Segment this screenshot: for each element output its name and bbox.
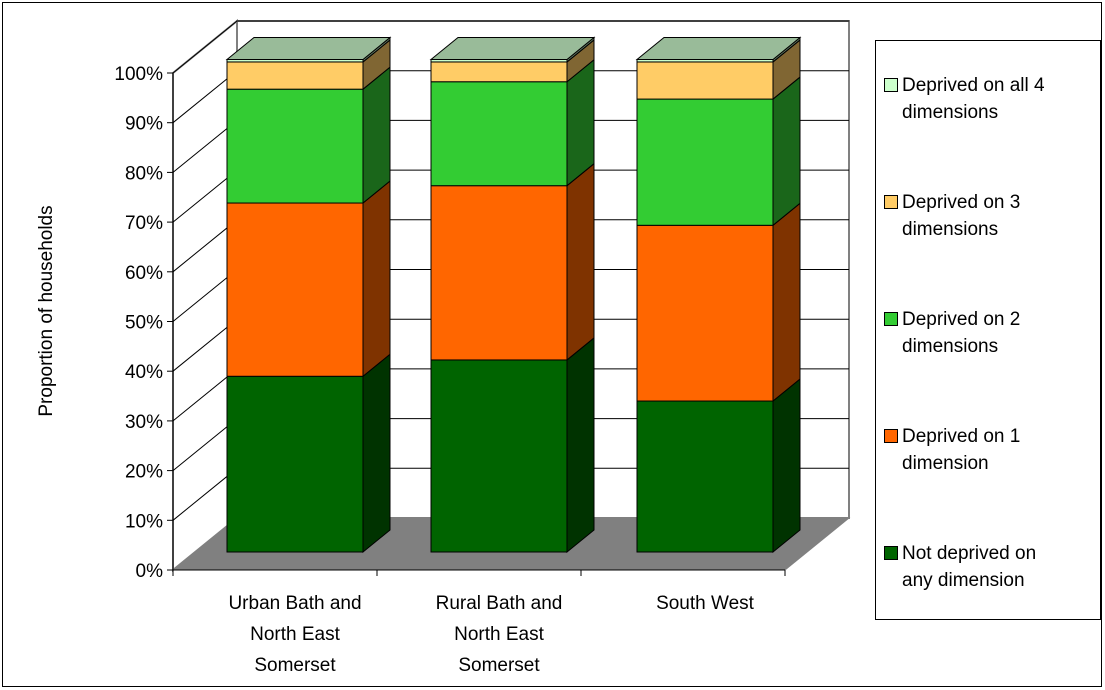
bar-top — [635, 36, 802, 60]
x-category-label-line: Somerset — [254, 655, 336, 676]
bar-segment-side — [772, 202, 801, 403]
legend-swatch — [884, 78, 898, 92]
bar-segment — [636, 224, 774, 402]
bar-segment-side — [772, 76, 801, 227]
x-category-label: Rural Bath and North East Somerset — [436, 593, 563, 676]
chart-plot: 0% 10% 20% 30% 40% 50% 60% 70% 80% 90% 100% Proport… — [36, 18, 851, 676]
bar-segment — [226, 61, 364, 90]
bar-segment — [636, 98, 774, 226]
bar-segment — [226, 202, 364, 377]
x-category-label: South West — [656, 593, 755, 614]
legend-item: Deprived on 3 dimensions — [884, 189, 1097, 243]
y-tick-label: 80% — [125, 163, 163, 184]
legend-label: Deprived on 3 dimensions — [902, 189, 1097, 243]
legend-label-line: dimensions — [902, 219, 999, 240]
legend-label: Deprived on all 4 dimensions — [902, 72, 1097, 126]
y-tick-label: 10% — [125, 511, 163, 532]
legend-label-line: Deprived on all 4 — [902, 75, 1045, 96]
x-category-label-line: North East — [454, 624, 544, 645]
bar-segment-side — [362, 353, 391, 554]
legend-label: Deprived on 2 dimensions — [902, 306, 1097, 360]
bar-segment-side — [772, 377, 801, 554]
x-category-label-line: North East — [250, 624, 340, 645]
y-tick-label: 90% — [125, 114, 163, 135]
bar-segment — [636, 400, 774, 553]
bar-segment-side — [362, 179, 391, 378]
legend-item: Deprived on 1 dimension — [884, 423, 1097, 477]
y-tick-label: 0% — [136, 561, 164, 582]
bar-segment — [430, 185, 568, 361]
legend-item: Not deprived on any dimension — [884, 540, 1097, 594]
y-tick-label: 30% — [125, 412, 163, 433]
bar-segment — [226, 375, 364, 553]
bar-segment-side — [362, 66, 391, 205]
x-category-label-line: South West — [656, 593, 755, 614]
bar-segment — [636, 61, 774, 100]
y-tick-label: 60% — [125, 263, 163, 284]
bar-segment-side — [566, 162, 595, 361]
legend-label-line: dimensions — [902, 336, 999, 357]
x-category-label-line: Rural Bath and — [436, 593, 563, 614]
legend-label-line: dimension — [902, 453, 989, 474]
legend-swatch — [884, 312, 898, 326]
legend-label-line: Deprived on 2 — [902, 309, 1021, 330]
legend-item: Deprived on 2 dimensions — [884, 306, 1097, 360]
legend-swatch — [884, 429, 898, 443]
y-tick-label: 40% — [125, 362, 163, 383]
y-tick-label: 100% — [114, 64, 163, 85]
legend-label-line: any dimension — [902, 570, 1025, 591]
legend-swatch — [884, 546, 898, 560]
legend-swatch — [884, 195, 898, 209]
bar-segment-side — [566, 336, 595, 554]
legend-label-line: Not deprived on — [902, 543, 1037, 564]
gridline — [172, 20, 849, 74]
y-tick-label: 20% — [125, 462, 163, 483]
bar-segment — [430, 359, 568, 553]
x-category-label-line: Urban Bath and — [228, 593, 361, 614]
legend-label: Not deprived on any dimension — [902, 540, 1097, 594]
legend-label-line: dimensions — [902, 102, 999, 123]
legend-item: Deprived on all 4 dimensions — [884, 72, 1097, 126]
y-axis-title: Proportion of households — [36, 205, 57, 416]
chart-legend: Deprived on all 4 dimensions Deprived on 3… — [875, 40, 1101, 620]
x-category-label-line: Somerset — [458, 655, 540, 676]
y-tick-label: 70% — [125, 213, 163, 234]
y-tick-label: 50% — [125, 313, 163, 334]
bar-top — [429, 36, 596, 60]
x-category-label: Urban Bath and North East Somerset — [228, 593, 361, 676]
bar-segment — [430, 61, 568, 83]
bar-segment — [226, 88, 364, 204]
bar-top — [225, 36, 392, 60]
legend-label: Deprived on 1 dimension — [902, 423, 1097, 477]
legend-label-line: Deprived on 3 — [902, 192, 1021, 213]
bar-segment — [430, 81, 568, 187]
legend-label-line: Deprived on 1 — [902, 426, 1021, 447]
